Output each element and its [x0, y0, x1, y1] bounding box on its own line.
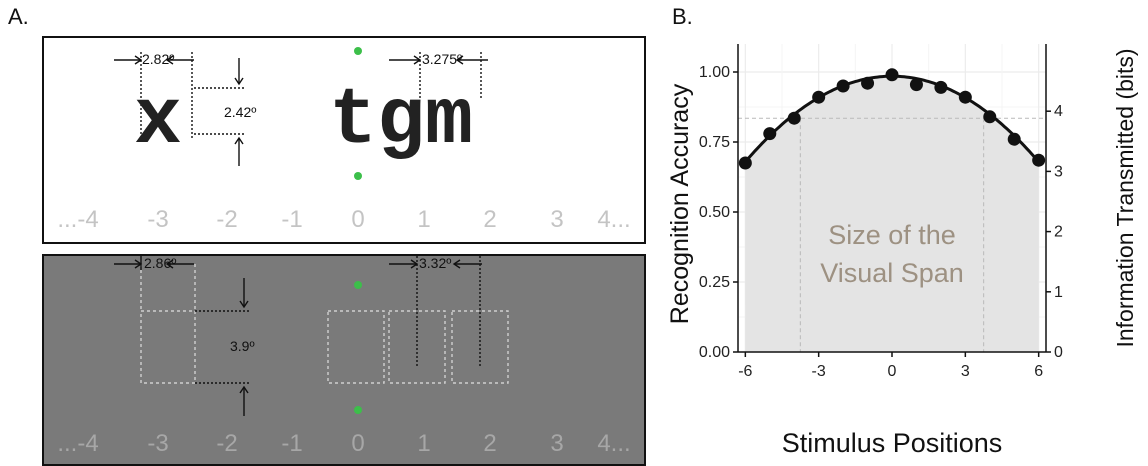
position-label: 3: [550, 430, 564, 457]
position-label: ...-4: [57, 206, 99, 233]
panel-a-box-stimulus: 2.86º 3.9º 3.32º ...-4 -3 -2 -1 0 1 2 3 …: [42, 254, 646, 466]
box-spacing-label: 3.32º: [419, 255, 452, 271]
data-point: [787, 111, 801, 125]
box-height-marker: [195, 278, 250, 416]
data-point: [1032, 153, 1046, 167]
position-label: -1: [281, 430, 303, 457]
position-label: 1: [417, 430, 431, 457]
box-width-marker: [114, 256, 194, 270]
letter-spacing-label: 3.275º: [422, 51, 463, 67]
panel-a-label: A.: [8, 4, 29, 29]
data-point: [983, 110, 997, 124]
data-point: [738, 156, 752, 170]
data-point: [909, 78, 923, 92]
fixation-dot-top: [354, 281, 362, 289]
y-axis-label: Recognition Accuracy: [668, 83, 694, 324]
y-tick-label: 0.00: [699, 344, 730, 361]
position-label: 0: [351, 206, 365, 233]
right-tick-label: 0: [1054, 344, 1063, 361]
fixation-dot-top: [354, 47, 362, 55]
box-position-2: [451, 310, 509, 384]
box-dimension-lines: [114, 256, 509, 416]
y-tick-label: 0.75: [699, 134, 730, 151]
right-axis-label: Information Transmitted (bits): [1112, 48, 1138, 347]
data-points: [738, 68, 1046, 170]
trigram-letters: tgm: [329, 76, 474, 167]
x-tick-label: -3: [812, 363, 826, 380]
letter-dimension-lines: [114, 47, 488, 180]
x-tick-label: -6: [738, 363, 752, 380]
data-point: [861, 76, 875, 90]
y-tick-label: 0.50: [699, 204, 730, 221]
visual-span-annotation-line1: Size of the: [828, 220, 956, 250]
data-point: [934, 80, 948, 94]
right-tick-label: 2: [1054, 224, 1063, 241]
fixation-dot-bottom: [354, 172, 362, 180]
right-tick-label: 3: [1054, 163, 1063, 180]
right-tick-label: 1: [1054, 284, 1063, 301]
position-label: 4...: [597, 206, 631, 233]
box-height-label: 3.9º: [230, 338, 255, 354]
letter-spacing-marker: [389, 52, 488, 100]
position-label: -2: [216, 430, 238, 457]
box-position-0: [327, 310, 385, 384]
y-tick-label: 1.00: [699, 64, 730, 81]
letter-height-marker: [194, 58, 244, 166]
data-point: [1007, 132, 1021, 146]
position-label: 4...: [597, 430, 631, 457]
stimulus-boxes: [140, 264, 509, 384]
box-position-1: [388, 310, 446, 384]
y-tick-label: 0.25: [699, 274, 730, 291]
box-width-label: 2.86º: [144, 255, 177, 271]
position-label: -3: [147, 206, 169, 233]
data-point: [812, 90, 826, 104]
position-label: 2: [483, 206, 497, 233]
visual-span-shaded-region: [745, 76, 1039, 352]
position-label: ...-4: [57, 430, 99, 457]
x-tick-label: 6: [1034, 363, 1043, 380]
right-tick-label: 4: [1054, 103, 1063, 120]
panel-a-letter-stimulus: x tgm 2.82º 2.42º 3.275º ...-4 -3 -2 -1 …: [42, 36, 646, 244]
data-point: [763, 127, 777, 141]
single-letter: x: [134, 76, 183, 167]
position-label: 2: [483, 430, 497, 457]
x-tick-label: 0: [888, 363, 897, 380]
letter-width-label: 2.82º: [142, 51, 175, 67]
letter-width-marker: [114, 52, 194, 138]
visual-span-annotation-line2: Visual Span: [820, 258, 964, 288]
data-point: [958, 90, 972, 104]
position-label: 0: [351, 430, 365, 457]
fixation-dot-bottom: [354, 406, 362, 414]
position-label: -2: [216, 206, 238, 233]
box-position-minus-3: [140, 310, 196, 384]
x-tick-label: 3: [961, 363, 970, 380]
panel-b-label: B.: [672, 4, 693, 29]
data-point: [885, 68, 899, 82]
x-axis-label: Stimulus Positions: [782, 428, 1003, 458]
position-label: 1: [417, 206, 431, 233]
position-label: -3: [147, 430, 169, 457]
position-label: 3: [550, 206, 564, 233]
box-spacing-marker: [389, 256, 482, 366]
letter-height-label: 2.42º: [224, 104, 257, 120]
position-label: -1: [281, 206, 303, 233]
data-point: [836, 79, 850, 93]
